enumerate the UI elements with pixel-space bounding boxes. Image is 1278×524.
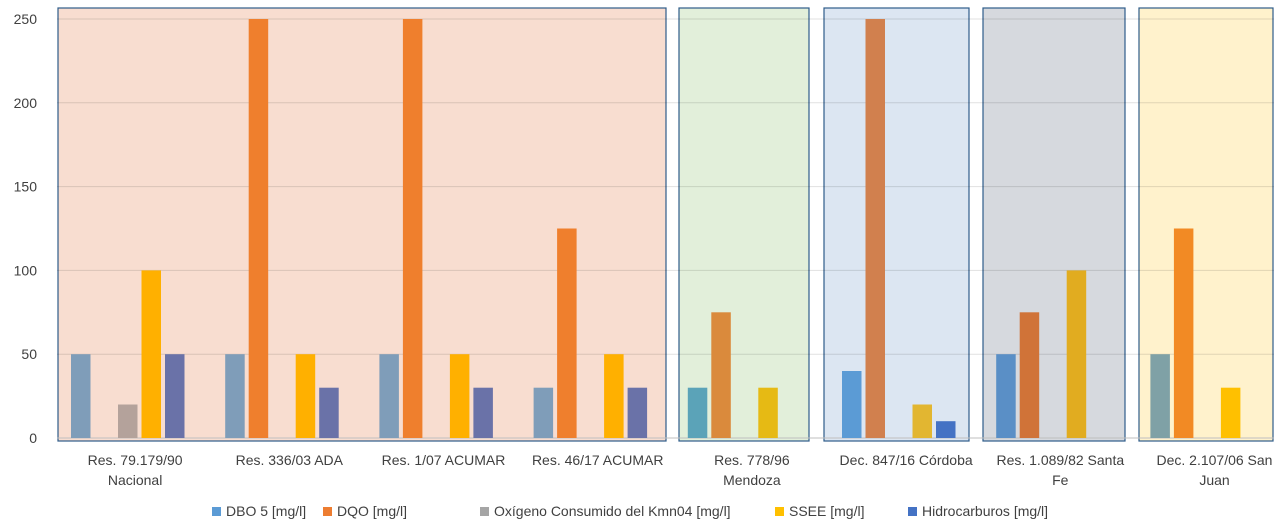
bar (71, 354, 91, 438)
bars (71, 19, 1241, 438)
group-panel (678, 7, 810, 442)
x-tick-label: Mendoza (723, 472, 781, 488)
bar (687, 387, 708, 438)
group-panel (823, 7, 970, 442)
bar (865, 19, 885, 438)
x-tick-label: Dec. 847/16 Córdoba (840, 452, 973, 468)
bar (996, 354, 1016, 438)
bar (248, 19, 269, 438)
bar (225, 354, 245, 438)
x-tick-label: Nacional (108, 472, 162, 488)
x-tick-label: Juan (1199, 472, 1229, 488)
y-tick-label: 150 (14, 179, 38, 195)
x-tick-label: Fe (1052, 472, 1069, 488)
legend-swatch (775, 507, 784, 516)
legend-swatch (323, 507, 332, 516)
y-tick-label: 200 (14, 95, 38, 111)
bar (295, 354, 316, 438)
y-tick-label: 50 (21, 346, 37, 362)
y-tick-label: 0 (29, 430, 37, 446)
legend-label: DBO 5 [mg/l] (226, 503, 306, 519)
bar (379, 354, 399, 438)
x-tick-label: Res. 46/17 ACUMAR (532, 452, 664, 468)
x-tick-label: Res. 1/07 ACUMAR (382, 452, 506, 468)
y-tick-label: 250 (14, 11, 38, 27)
bar (912, 404, 932, 438)
legend-label: Hidrocarburos [mg/l] (922, 503, 1048, 519)
bar (627, 387, 648, 438)
bar (141, 270, 161, 438)
legend-swatch (480, 507, 489, 516)
legend-swatch (908, 507, 917, 516)
bar (533, 387, 554, 438)
legend: DBO 5 [mg/l] DQO [mg/l] Oxígeno Consumido … (212, 503, 1048, 519)
x-tick-label: Dec. 2.107/06 San (1157, 452, 1273, 468)
legend-label: Oxígeno Consumido del Kmn04 [mg/l] (494, 503, 731, 519)
y-tick-label: 100 (14, 262, 38, 278)
bar (936, 421, 956, 438)
bar (1150, 354, 1170, 438)
bar (1066, 270, 1087, 438)
bar (118, 404, 138, 438)
bar (319, 387, 339, 438)
legend-label: DQO [mg/l] (337, 503, 407, 519)
bar (1019, 312, 1040, 438)
bar (758, 387, 778, 438)
x-tick-label: Res. 1.089/82 Santa (996, 452, 1124, 468)
legend-swatch (212, 507, 221, 516)
bar (711, 312, 731, 438)
bar (1173, 228, 1194, 438)
x-tick-label: Res. 79.179/90 (88, 452, 183, 468)
bar (604, 354, 624, 438)
bar (165, 354, 185, 438)
x-tick-label: Res. 778/96 (714, 452, 790, 468)
bar (473, 387, 493, 438)
bar (1220, 387, 1241, 438)
bar (402, 19, 423, 438)
bar (449, 354, 470, 438)
bar (842, 371, 862, 438)
x-tick-label: Res. 336/03 ADA (236, 452, 344, 468)
axis-labels: 0 50 100 150 200 250 Res. 79.179/90 Nacional Res… (14, 11, 1273, 488)
bar (557, 228, 577, 438)
legend-label: SSEE [mg/l] (789, 503, 864, 519)
